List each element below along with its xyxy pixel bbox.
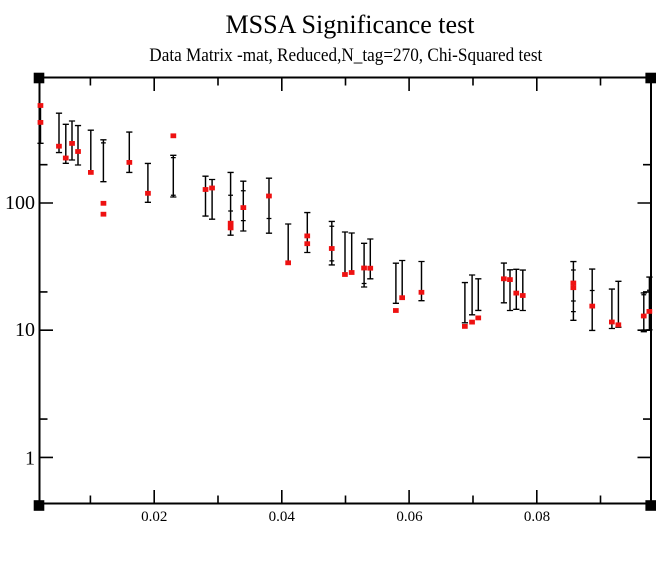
svg-text:MSSA Significance test: MSSA Significance test — [226, 9, 476, 39]
svg-text:0.06: 0.06 — [396, 509, 423, 525]
svg-text:0.02: 0.02 — [141, 509, 167, 525]
svg-text:100: 100 — [5, 192, 35, 214]
svg-text:Data Matrix -mat, Reduced,N_ta: Data Matrix -mat, Reduced,N_tag=270, Chi… — [149, 46, 543, 66]
svg-text:1: 1 — [25, 448, 35, 470]
svg-text:0.08: 0.08 — [524, 509, 550, 525]
svg-text:0.04: 0.04 — [269, 509, 296, 525]
svg-text:10: 10 — [15, 319, 35, 341]
